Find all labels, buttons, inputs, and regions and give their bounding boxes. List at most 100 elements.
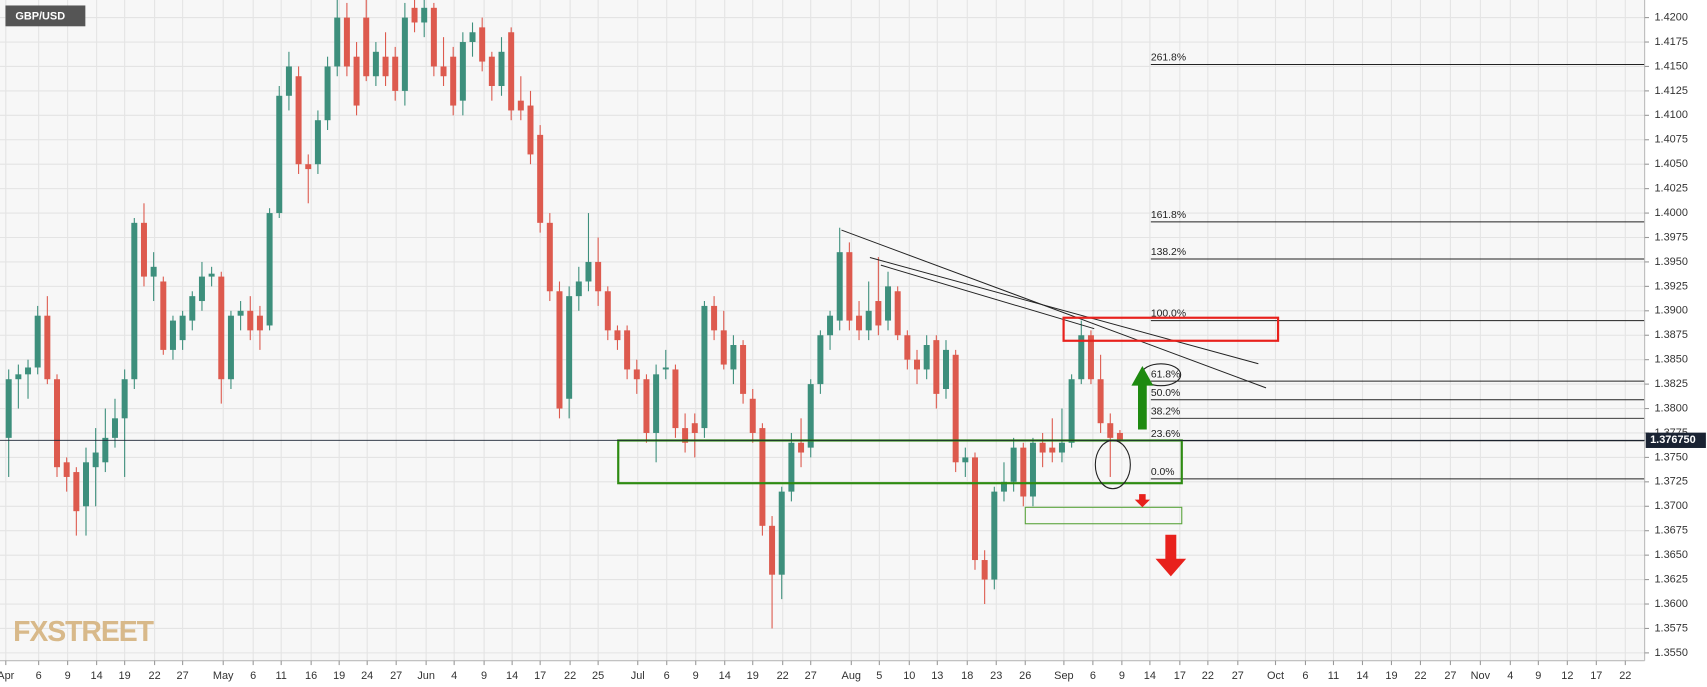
candle-body — [295, 76, 302, 165]
y-tick-label: 1.3825 — [1654, 378, 1687, 390]
up-arrow — [1131, 365, 1154, 430]
candle-body — [392, 56, 399, 91]
fib-level-label: 161.8% — [1151, 210, 1186, 221]
last-price-label: 1.376750 — [1650, 434, 1696, 446]
candle-body — [962, 457, 969, 463]
candle-body — [343, 17, 350, 67]
y-tick-label: 1.3850 — [1654, 354, 1687, 366]
fib-level-label: 261.8% — [1151, 53, 1186, 64]
x-tick-label: Oct — [1267, 670, 1284, 682]
x-tick-label: 4 — [1507, 670, 1513, 682]
candle-body — [1039, 442, 1046, 453]
x-tick-label: 11 — [276, 670, 287, 682]
candle-body — [421, 7, 428, 23]
candle-body — [160, 281, 167, 350]
x-tick-label: 14 — [1356, 670, 1368, 682]
x-tick-label: 9 — [693, 670, 699, 682]
y-tick-label: 1.3750 — [1654, 451, 1687, 463]
candle-body — [131, 222, 138, 380]
candle-body — [92, 452, 99, 468]
candle-body — [527, 105, 534, 155]
candle-body — [923, 345, 930, 370]
watermark: FXSTREET — [13, 616, 154, 648]
candle-body — [54, 379, 61, 468]
fib-level-label: 23.6% — [1151, 429, 1180, 440]
y-tick-label: 1.3600 — [1654, 598, 1687, 610]
x-tick-label: 10 — [903, 670, 915, 682]
candle-body — [285, 66, 292, 96]
candle-body — [324, 66, 331, 121]
candle-body — [856, 315, 863, 331]
candle-body — [218, 276, 225, 380]
candle-body — [788, 442, 795, 492]
y-tick-label: 1.4200 — [1654, 11, 1687, 23]
candle-body — [266, 213, 273, 326]
x-tick-label: 14 — [1144, 670, 1156, 682]
y-tick-label: 1.4175 — [1654, 36, 1687, 48]
x-tick-label: 23 — [990, 670, 1002, 682]
candle-body — [730, 345, 737, 370]
y-tick-label: 1.4100 — [1654, 109, 1687, 121]
fib-level-label: 100.0% — [1151, 309, 1186, 320]
x-tick-label: 13 — [931, 670, 943, 682]
candle-body — [604, 291, 611, 331]
candle-body — [914, 359, 921, 370]
x-tick-label: 17 — [1174, 670, 1186, 682]
candle-body — [1078, 335, 1085, 380]
x-tick-label: 14 — [91, 670, 103, 682]
candle-body — [169, 320, 176, 350]
y-tick-label: 1.4125 — [1654, 85, 1687, 97]
candle-body — [691, 423, 698, 433]
x-tick-label: Apr — [0, 670, 15, 682]
x-tick-label: Sep — [1054, 670, 1073, 682]
candle-body — [633, 369, 640, 380]
candle-body — [83, 462, 89, 507]
candle-body — [440, 66, 447, 77]
candle-body — [653, 374, 660, 433]
candle-body — [943, 349, 949, 389]
candle-body — [353, 56, 360, 106]
x-tick-label: 22 — [149, 670, 161, 682]
candle-body — [769, 525, 776, 575]
x-tick-label: 27 — [177, 670, 189, 682]
candle-body — [247, 310, 254, 331]
y-tick-label: 1.3925 — [1654, 280, 1687, 292]
candle-body — [1116, 432, 1123, 440]
candles — [5, 0, 1123, 629]
candle-body — [971, 457, 978, 561]
candle-body — [1087, 335, 1094, 380]
candle-body — [276, 95, 283, 214]
x-tick-label: Nov — [1471, 670, 1491, 682]
x-tick-label: 19 — [747, 670, 759, 682]
candle-body — [508, 32, 515, 111]
x-tick-label: 27 — [1444, 670, 1456, 682]
down-arrow — [1155, 534, 1187, 577]
x-tick-label: May — [213, 670, 234, 682]
candle-body — [894, 291, 901, 336]
x-tick-label: 9 — [65, 670, 71, 682]
candle-body — [1010, 447, 1017, 482]
x-tick-label: 22 — [1619, 670, 1631, 682]
candle-body — [711, 305, 718, 331]
x-tick-label: 6 — [664, 670, 670, 682]
candle-body — [749, 398, 756, 433]
x-tick-label: 22 — [1414, 670, 1426, 682]
candle-body — [198, 276, 205, 302]
y-tick-label: 1.3625 — [1654, 573, 1687, 585]
x-tick-label: 17 — [534, 670, 546, 682]
candle-body — [34, 315, 41, 368]
candle-body — [1097, 379, 1104, 424]
y-tick-label: 1.3900 — [1654, 305, 1687, 317]
fib-level-label: 0.0% — [1151, 467, 1175, 478]
candle-body — [517, 100, 524, 111]
candle-body — [865, 310, 872, 331]
candle-body — [237, 310, 244, 316]
x-tick-label: 12 — [1561, 670, 1573, 682]
candle-body — [179, 315, 186, 341]
y-tick-label: 1.3700 — [1654, 500, 1687, 512]
y-tick-label: 1.4025 — [1654, 183, 1687, 195]
candle-body — [720, 330, 727, 365]
candle-body — [662, 367, 669, 370]
x-tick-label: 14 — [719, 670, 731, 682]
candle-body — [575, 281, 582, 297]
